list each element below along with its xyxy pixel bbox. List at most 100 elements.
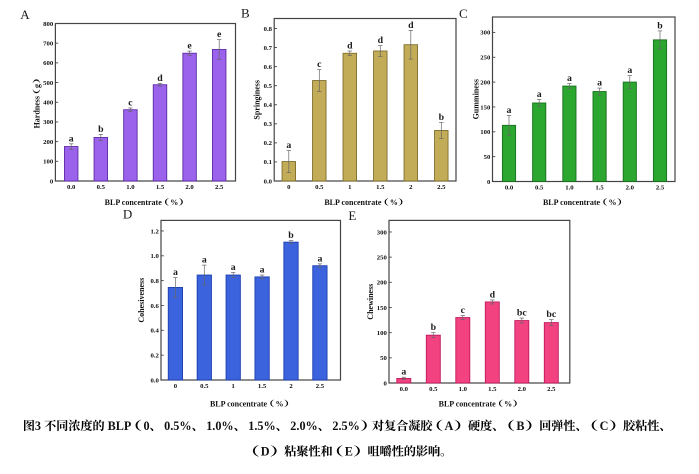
svg-text:300: 300 <box>480 30 491 37</box>
svg-text:D: D <box>123 207 132 222</box>
svg-text:b: b <box>431 322 437 333</box>
svg-text:250: 250 <box>480 55 491 62</box>
svg-text:a: a <box>69 133 74 144</box>
svg-text:2.5: 2.5 <box>547 386 556 393</box>
svg-text:e: e <box>187 41 192 52</box>
svg-text:1.0: 1.0 <box>565 184 574 191</box>
svg-text:0: 0 <box>50 178 54 185</box>
svg-text:0.0: 0.0 <box>264 178 273 185</box>
svg-text:0.0: 0.0 <box>67 184 76 191</box>
svg-text:0: 0 <box>287 184 291 191</box>
svg-text:a: a <box>286 140 291 151</box>
svg-text:b: b <box>657 20 663 31</box>
svg-text:2.5: 2.5 <box>656 184 665 191</box>
svg-text:e: e <box>217 29 222 40</box>
svg-text:2.5: 2.5 <box>215 184 224 191</box>
svg-text:BLP concentrate: BLP concentrate <box>324 198 382 207</box>
svg-text:2.5: 2.5 <box>316 383 325 390</box>
svg-text:600: 600 <box>43 60 54 67</box>
svg-text:a: a <box>627 65 632 76</box>
svg-text:2.5: 2.5 <box>437 184 446 191</box>
svg-text:100: 100 <box>43 159 54 166</box>
svg-text:200: 200 <box>480 79 491 86</box>
svg-text:1: 1 <box>348 184 351 191</box>
svg-text:b: b <box>98 124 104 135</box>
svg-text:1.2: 1.2 <box>150 228 159 235</box>
svg-text:700: 700 <box>43 41 54 48</box>
svg-text:c: c <box>128 98 133 109</box>
svg-text:2.5%: 2.5% <box>332 419 359 433</box>
svg-text:0.4: 0.4 <box>264 102 273 109</box>
svg-text:0.6: 0.6 <box>264 64 273 71</box>
svg-text:C: C <box>600 419 609 433</box>
svg-text:250: 250 <box>377 254 388 261</box>
svg-text:1.5: 1.5 <box>376 184 385 191</box>
svg-text:bc: bc <box>546 309 556 320</box>
svg-text:1.5: 1.5 <box>258 383 267 390</box>
svg-text:100: 100 <box>480 129 491 136</box>
svg-text:0.5: 0.5 <box>264 83 273 90</box>
svg-text:0.0: 0.0 <box>400 386 409 393</box>
svg-text:a: a <box>507 105 512 116</box>
svg-text:0.5: 0.5 <box>315 184 324 191</box>
svg-text:B: B <box>241 6 250 21</box>
svg-text:0.2: 0.2 <box>264 140 273 147</box>
svg-text:c: c <box>461 305 466 316</box>
svg-text:200: 200 <box>43 139 54 146</box>
svg-text:BLP: BLP <box>108 419 132 433</box>
svg-text:150: 150 <box>377 305 388 312</box>
svg-text:0.3: 0.3 <box>264 121 273 128</box>
svg-text:B: B <box>516 419 524 433</box>
svg-text:a: a <box>567 73 572 84</box>
svg-text:50: 50 <box>380 355 387 362</box>
svg-text:0.5%: 0.5% <box>164 419 191 433</box>
svg-text:150: 150 <box>480 104 491 111</box>
svg-text:1.0: 1.0 <box>126 184 135 191</box>
svg-text:A: A <box>445 419 454 433</box>
svg-text:1.0: 1.0 <box>150 253 159 260</box>
svg-text:A: A <box>20 7 30 22</box>
svg-text:Springiness: Springiness <box>253 80 262 120</box>
svg-text:300: 300 <box>377 229 388 236</box>
svg-text:1.5: 1.5 <box>156 184 165 191</box>
svg-text:a: a <box>173 267 178 278</box>
svg-text:d: d <box>347 41 353 52</box>
svg-text:0.5: 0.5 <box>97 184 106 191</box>
svg-text:0.8: 0.8 <box>150 278 159 285</box>
svg-text:1.5: 1.5 <box>595 184 604 191</box>
svg-text:d: d <box>490 289 496 300</box>
svg-text:0.0: 0.0 <box>505 184 514 191</box>
svg-text:1.0: 1.0 <box>459 386 468 393</box>
svg-text:b: b <box>439 112 445 123</box>
svg-text:c: c <box>317 59 322 70</box>
svg-text:BLP concentrate: BLP concentrate <box>543 198 601 207</box>
svg-text:bc: bc <box>517 308 527 319</box>
svg-text:a: a <box>231 262 236 273</box>
svg-text:a: a <box>260 265 265 276</box>
svg-text:BLP concentrate: BLP concentrate <box>210 399 268 408</box>
svg-text:2.0: 2.0 <box>626 184 635 191</box>
svg-text:d: d <box>378 35 384 46</box>
svg-text:50: 50 <box>484 154 491 161</box>
svg-text:0.6: 0.6 <box>150 303 159 310</box>
svg-text:0.1: 0.1 <box>264 159 272 166</box>
svg-text:2: 2 <box>409 184 413 191</box>
svg-text:BLP concentrate: BLP concentrate <box>439 399 497 408</box>
svg-text:a: a <box>401 367 406 378</box>
svg-text:a: a <box>597 78 602 89</box>
svg-text:D: D <box>261 445 270 459</box>
svg-text:500: 500 <box>43 80 54 87</box>
svg-text:BLP concentrate: BLP concentrate <box>105 198 163 207</box>
svg-text:2.0: 2.0 <box>185 184 194 191</box>
svg-text:E: E <box>345 445 353 459</box>
svg-text:d: d <box>157 73 163 84</box>
svg-text:g: g <box>32 84 41 88</box>
svg-text:0: 0 <box>383 380 387 387</box>
svg-text:0: 0 <box>174 383 178 390</box>
svg-text:2: 2 <box>289 383 293 390</box>
svg-text:1.0%: 1.0% <box>206 419 233 433</box>
svg-text:Cohesiveness: Cohesiveness <box>137 278 146 323</box>
svg-text:0.0: 0.0 <box>150 377 159 384</box>
svg-text:2.0: 2.0 <box>518 386 527 393</box>
svg-text:E: E <box>348 208 356 223</box>
